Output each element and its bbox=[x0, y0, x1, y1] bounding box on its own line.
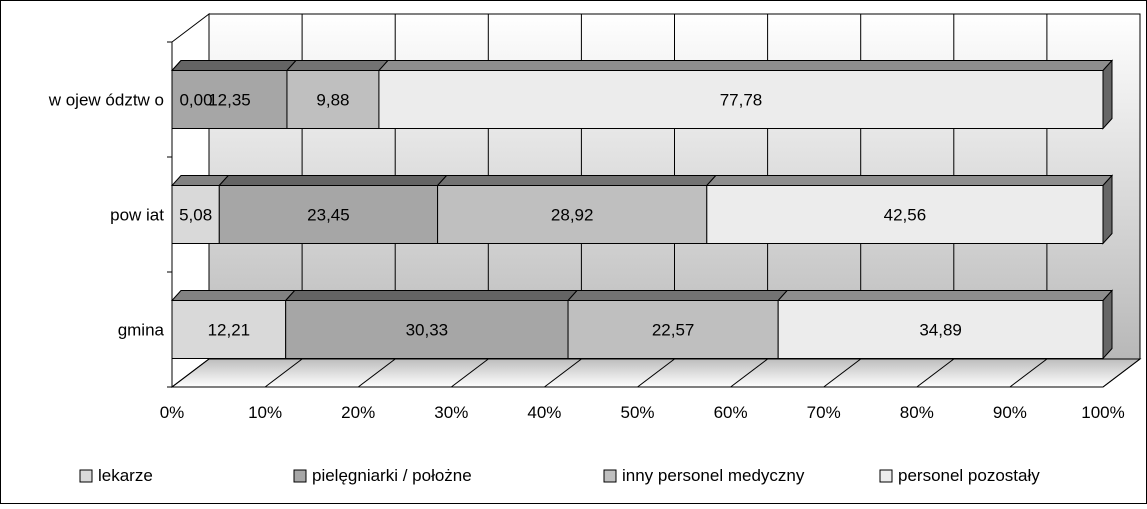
bar-segment bbox=[567, 300, 779, 359]
x-tick-label: 30% bbox=[434, 403, 468, 422]
data-label: 9,88 bbox=[316, 91, 349, 110]
x-tick-label: 0% bbox=[160, 403, 185, 422]
category-label: gmina bbox=[118, 321, 165, 340]
legend-label: inny personel medyczny bbox=[622, 466, 805, 485]
bar-segment-top bbox=[436, 175, 717, 186]
floor-gridline bbox=[544, 358, 582, 388]
legend-label: personel pozostały bbox=[898, 466, 1040, 485]
bar-segment-top bbox=[566, 290, 789, 301]
data-label: 12,35 bbox=[208, 91, 251, 110]
x-tick-label: 10% bbox=[248, 403, 282, 422]
bar-segment bbox=[285, 300, 569, 359]
x-tick-label: 70% bbox=[807, 403, 841, 422]
data-label: 30,33 bbox=[406, 321, 449, 340]
bar-segment-top bbox=[777, 290, 1114, 301]
bar-end-face bbox=[1102, 59, 1113, 130]
floor-gridline bbox=[171, 358, 210, 388]
legend-swatch bbox=[879, 469, 893, 483]
x-tick-label: 60% bbox=[714, 403, 748, 422]
bar-end-face bbox=[1102, 174, 1113, 245]
floor-gridline bbox=[823, 358, 862, 388]
bar-2: 12,21 30,33 22,57 34,89 bbox=[170, 289, 1114, 360]
x-tick-label: 80% bbox=[900, 403, 934, 422]
floor-gridline bbox=[730, 358, 768, 388]
category-label: pow iat bbox=[110, 206, 164, 225]
x-tick-label: 20% bbox=[341, 403, 375, 422]
legend-swatch bbox=[293, 469, 307, 483]
legend-swatch bbox=[603, 469, 617, 483]
floor-gridline bbox=[264, 358, 303, 388]
data-label: 34,89 bbox=[919, 321, 962, 340]
x-tick-label: 100% bbox=[1081, 403, 1124, 422]
bar-segment bbox=[378, 70, 1104, 129]
legend-item: pielęgniarki / położne bbox=[293, 466, 472, 485]
bar-segment bbox=[286, 70, 380, 129]
legend-label: lekarze bbox=[98, 466, 153, 485]
x-tick-label: 50% bbox=[620, 403, 654, 422]
floor-gridline bbox=[1009, 358, 1048, 388]
bar-segment-top bbox=[285, 60, 390, 71]
floor-gridline bbox=[916, 358, 955, 388]
bar-segment-top bbox=[218, 175, 448, 186]
bar-segment bbox=[171, 300, 287, 359]
floor-gridline bbox=[450, 358, 489, 388]
bar-segment bbox=[706, 185, 1104, 244]
bar-segment-top bbox=[170, 290, 296, 301]
floor-gridline bbox=[637, 358, 675, 388]
legend-swatch bbox=[79, 469, 93, 483]
x-tick-label: 40% bbox=[527, 403, 561, 422]
floor-gridline bbox=[357, 358, 396, 388]
legend-label: pielęgniarki / położne bbox=[312, 466, 472, 485]
data-label: 42,56 bbox=[884, 206, 927, 225]
bar-segment-top bbox=[705, 175, 1114, 186]
x-tick-label: 90% bbox=[993, 403, 1027, 422]
floor-gridline bbox=[1102, 358, 1141, 388]
bar-end-face bbox=[1102, 289, 1113, 360]
data-label: 12,21 bbox=[208, 321, 251, 340]
data-label: 23,45 bbox=[307, 206, 350, 225]
data-label: 22,57 bbox=[652, 321, 695, 340]
bar-segment bbox=[437, 185, 708, 244]
legend-item: inny personel medyczny bbox=[603, 466, 805, 485]
bar-segment-top bbox=[284, 290, 579, 301]
bar-segment bbox=[218, 185, 439, 244]
legend-item: lekarze bbox=[79, 466, 153, 485]
data-label: 77,78 bbox=[720, 91, 763, 110]
bar-segment bbox=[171, 70, 288, 129]
bar-segment-top bbox=[377, 60, 1114, 71]
bar-1: 5,08 23,45 28,92 42,56 bbox=[170, 174, 1114, 245]
data-label: 5,08 bbox=[179, 206, 212, 225]
bar-segment-top bbox=[170, 60, 298, 71]
data-label: 0,00 bbox=[179, 91, 212, 110]
legend-item: personel pozostały bbox=[879, 466, 1040, 485]
data-label: 28,92 bbox=[551, 206, 594, 225]
category-label: w ojew ództw o bbox=[48, 91, 164, 110]
bar-segment bbox=[777, 300, 1104, 359]
bar-segment-top bbox=[170, 175, 230, 186]
